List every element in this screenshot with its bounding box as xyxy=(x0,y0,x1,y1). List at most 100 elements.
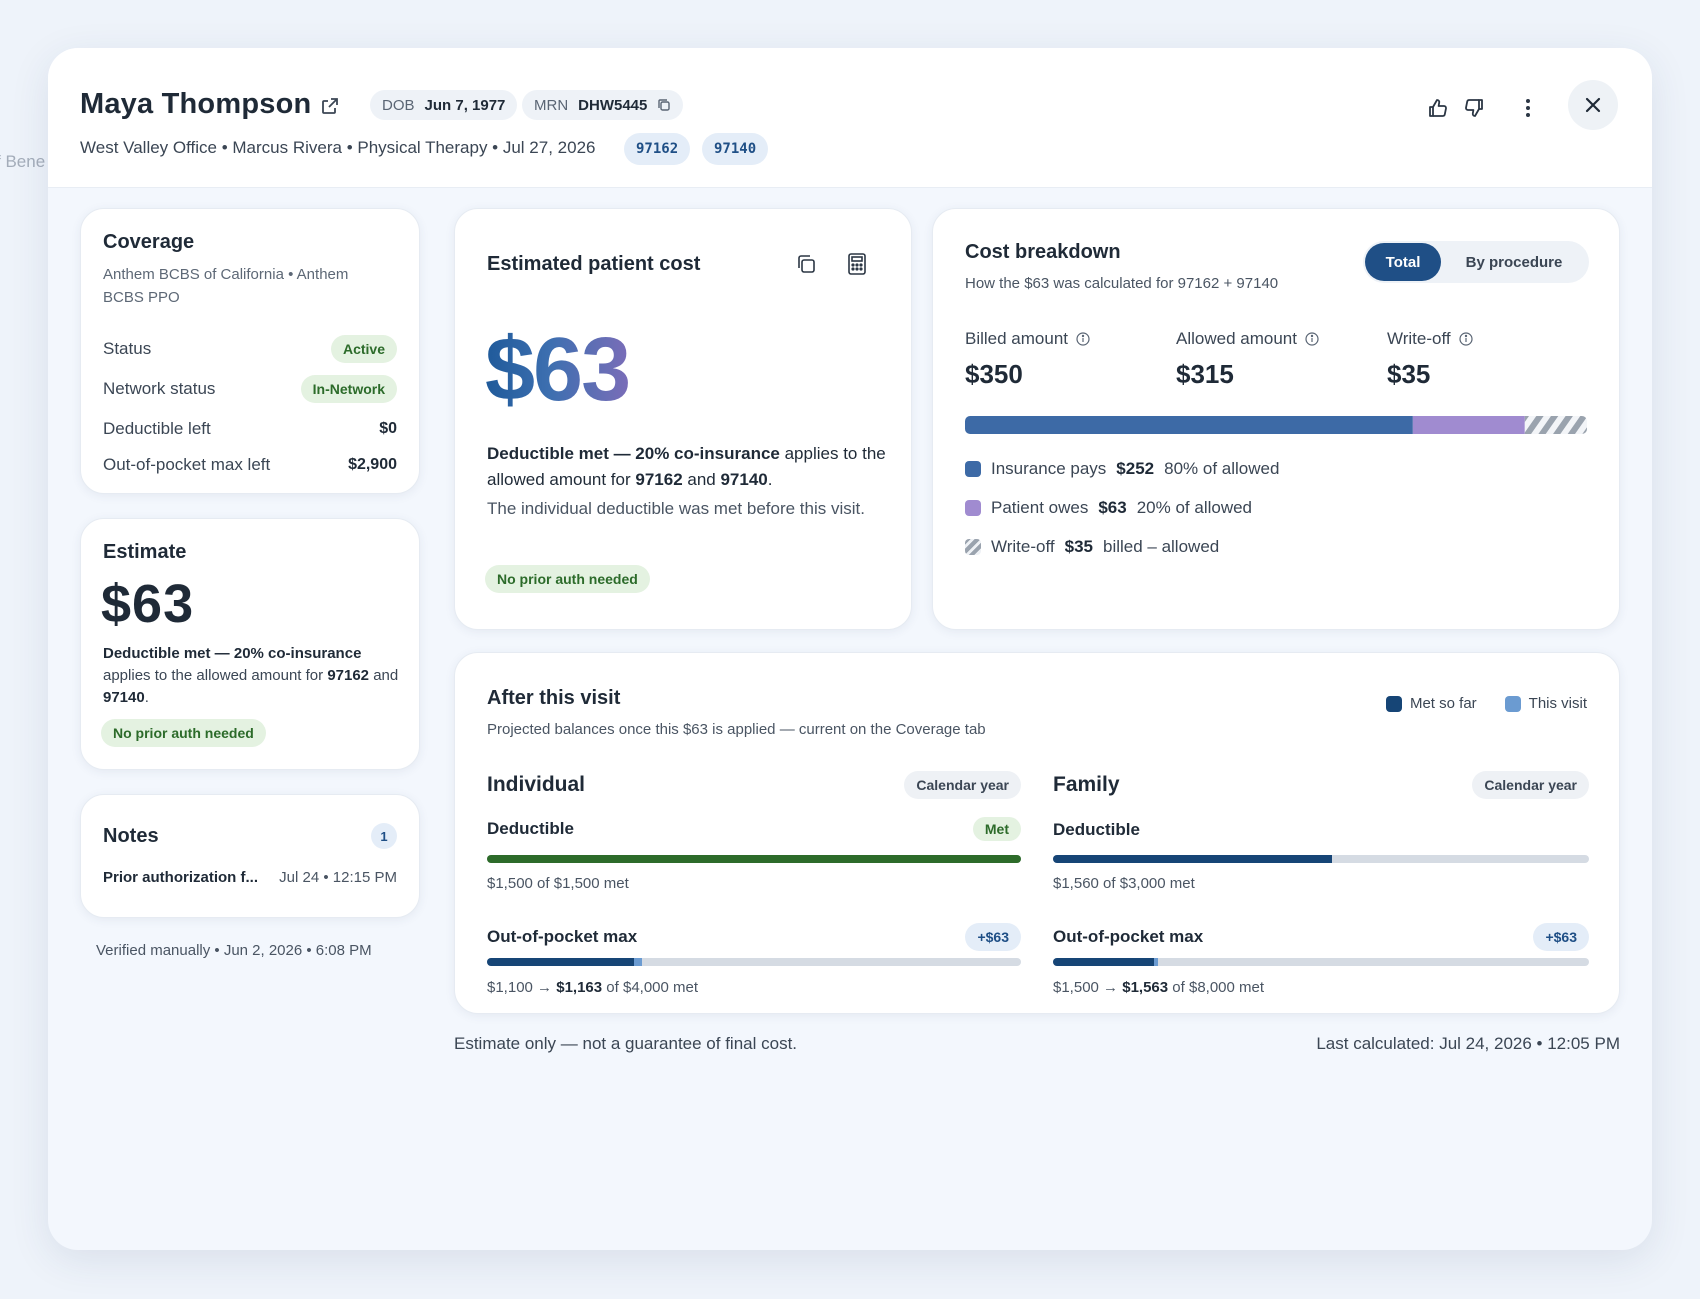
estimate-period: . xyxy=(144,689,149,706)
legend-swatch xyxy=(1504,695,1521,712)
patient-cost-and: and xyxy=(682,470,721,489)
progress-fill xyxy=(1053,855,1332,863)
notes-title: Notes xyxy=(103,825,159,847)
patient-name[interactable]: Maya Thompson xyxy=(80,88,312,120)
metric-label: Write-off xyxy=(1387,329,1451,348)
mrn-chip: MRN DHW5445 xyxy=(522,90,684,120)
individual-deductible-bar xyxy=(487,855,1021,863)
coverage-plan: Anthem BCBS of California • Anthem BCBS … xyxy=(103,266,349,306)
legend-swatch xyxy=(965,539,981,555)
coverage-row-oop: Out-of-pocket max left $2,900 xyxy=(103,455,397,475)
legend-name: Insurance pays xyxy=(991,459,1107,478)
legend-amount: $63 xyxy=(1098,498,1127,517)
note-item-time: Jul 24 • 12:15 PM xyxy=(279,869,397,886)
close-icon xyxy=(1585,97,1601,113)
period-badge: Calendar year xyxy=(904,771,1021,799)
coverage-label: Status xyxy=(103,339,152,358)
progress-fill-visit xyxy=(1153,958,1158,966)
oop-to: $1,163 xyxy=(556,979,603,996)
legend-writeoff: Write-off $35 billed – allowed xyxy=(965,537,1219,557)
coverage-value: $2,900 xyxy=(348,456,397,473)
oop-label: Out-of-pocket max xyxy=(1053,927,1204,946)
close-button[interactable] xyxy=(1568,80,1618,130)
patient-cost-note: The individual deductible was met before… xyxy=(487,499,865,518)
metric-billed: Billed amount $350 xyxy=(965,329,1090,390)
legend-swatch xyxy=(965,461,981,477)
patient-cost-code: 97140 xyxy=(720,470,768,489)
coverage-label: Out-of-pocket max left xyxy=(103,455,271,474)
estimate-desc-bold: Deductible met — 20% co-insurance xyxy=(103,645,362,662)
estimate-and: and xyxy=(373,667,399,684)
patient-cost-description: Deductible met — 20% co-insurance applie… xyxy=(487,441,887,493)
bar-segment-writeoff xyxy=(1524,416,1587,434)
legend-name: Write-off xyxy=(991,537,1055,556)
after-visit-subtitle: Projected balances once this $63 is appl… xyxy=(487,721,986,738)
period-badge: Calendar year xyxy=(1472,771,1589,799)
verified-text: Verified manually • Jun 2, 2026 • 6:08 P… xyxy=(96,942,372,959)
thumbs-down-icon[interactable] xyxy=(1462,96,1486,120)
oop-text: $1,500 → $1,563 of $8,000 met xyxy=(1053,979,1265,996)
cost-estimate-modal: Maya Thompson DOB Jun 7, 1977 MRN DHW544… xyxy=(48,48,1652,1250)
modal-header: Maya Thompson DOB Jun 7, 1977 MRN DHW544… xyxy=(48,48,1652,188)
metric-value: $350 xyxy=(965,359,1023,389)
estimated-patient-cost-card: Estimated patient cost $63 Deductible me… xyxy=(454,208,912,630)
oop-rest: of $4,000 met xyxy=(606,979,699,996)
legend-item: This visit xyxy=(1504,695,1587,712)
oop-label: Out-of-pocket max xyxy=(487,927,638,946)
disclaimer-text: Estimate only — not a guarantee of final… xyxy=(454,1034,798,1053)
individual-section: Individual Calendar year Deductible Met … xyxy=(487,771,1021,996)
notes-card[interactable]: Notes 1 Prior authorization f... Jul 24 … xyxy=(80,794,420,918)
visit-subline: West Valley Office • Marcus Rivera • Phy… xyxy=(80,138,596,157)
legend-note: 20% of allowed xyxy=(1136,498,1253,517)
copy-icon[interactable] xyxy=(795,253,817,275)
family-deductible-bar xyxy=(1053,855,1589,863)
mrn-label: MRN xyxy=(534,96,569,114)
background-partial-label: f Bene xyxy=(0,152,46,171)
info-icon[interactable] xyxy=(1305,332,1319,346)
coverage-row-status: Status Active xyxy=(103,335,397,363)
estimate-title: Estimate xyxy=(103,541,187,563)
coverage-label: Network status xyxy=(103,379,216,398)
toggle-total[interactable]: Total xyxy=(1365,243,1441,281)
note-item-title[interactable]: Prior authorization f... xyxy=(103,869,259,886)
thumbs-up-icon[interactable] xyxy=(1426,96,1450,120)
coverage-value: $0 xyxy=(379,420,397,437)
coverage-card: Coverage Anthem BCBS of California • Ant… xyxy=(80,208,420,494)
oop-increase-badge: +$63 xyxy=(965,923,1021,951)
dob-label: DOB xyxy=(382,96,415,114)
toggle-by-procedure[interactable]: By procedure xyxy=(1465,253,1563,271)
legend-name: Patient owes xyxy=(991,498,1089,517)
external-link-icon[interactable] xyxy=(320,96,340,116)
metric-label: Billed amount xyxy=(965,329,1069,348)
estimate-desc-rest: applies to the allowed amount for xyxy=(103,667,324,684)
info-icon[interactable] xyxy=(1076,332,1090,346)
patient-cost-period: . xyxy=(767,470,773,489)
more-options-icon[interactable] xyxy=(1516,96,1540,120)
legend-item: Met so far xyxy=(1385,695,1477,712)
info-icon[interactable] xyxy=(1459,332,1473,346)
metric-label-row: Write-off xyxy=(1387,329,1473,349)
estimate-card: Estimate $63 Deductible met — 20% co-ins… xyxy=(80,518,420,770)
coverage-label: Deductible left xyxy=(103,419,211,438)
legend-swatch xyxy=(1385,695,1402,712)
legend-label: Met so far xyxy=(1409,695,1477,712)
metric-label: Allowed amount xyxy=(1176,329,1297,348)
oop-text: $1,100 → $1,163 of $4,000 met xyxy=(487,979,699,996)
legend-note: 80% of allowed xyxy=(1164,459,1280,478)
legend-label: This visit xyxy=(1528,695,1587,712)
calculator-icon[interactable] xyxy=(847,253,867,275)
cost-breakdown-bar xyxy=(965,416,1587,434)
mrn-value: DHW5445 xyxy=(578,96,648,114)
legend-insurance: Insurance pays $252 80% of allowed xyxy=(965,459,1279,479)
copy-icon[interactable] xyxy=(657,98,671,112)
met-badge: Met xyxy=(972,817,1021,841)
oop-rest: of $8,000 met xyxy=(1172,979,1265,996)
family-section: Family Calendar year Deductible $1,560 o… xyxy=(1053,771,1589,996)
deductible-text: $1,560 of $3,000 met xyxy=(1053,875,1195,892)
view-toggle: Total By procedure xyxy=(1363,241,1589,283)
patient-cost-amount: $63 xyxy=(485,320,631,420)
individual-title: Individual xyxy=(487,773,586,796)
metric-value: $35 xyxy=(1387,359,1431,389)
cost-breakdown-subtitle: How the $63 was calculated for 97162 + 9… xyxy=(965,275,1279,292)
bar-segment-patient xyxy=(1412,416,1525,434)
